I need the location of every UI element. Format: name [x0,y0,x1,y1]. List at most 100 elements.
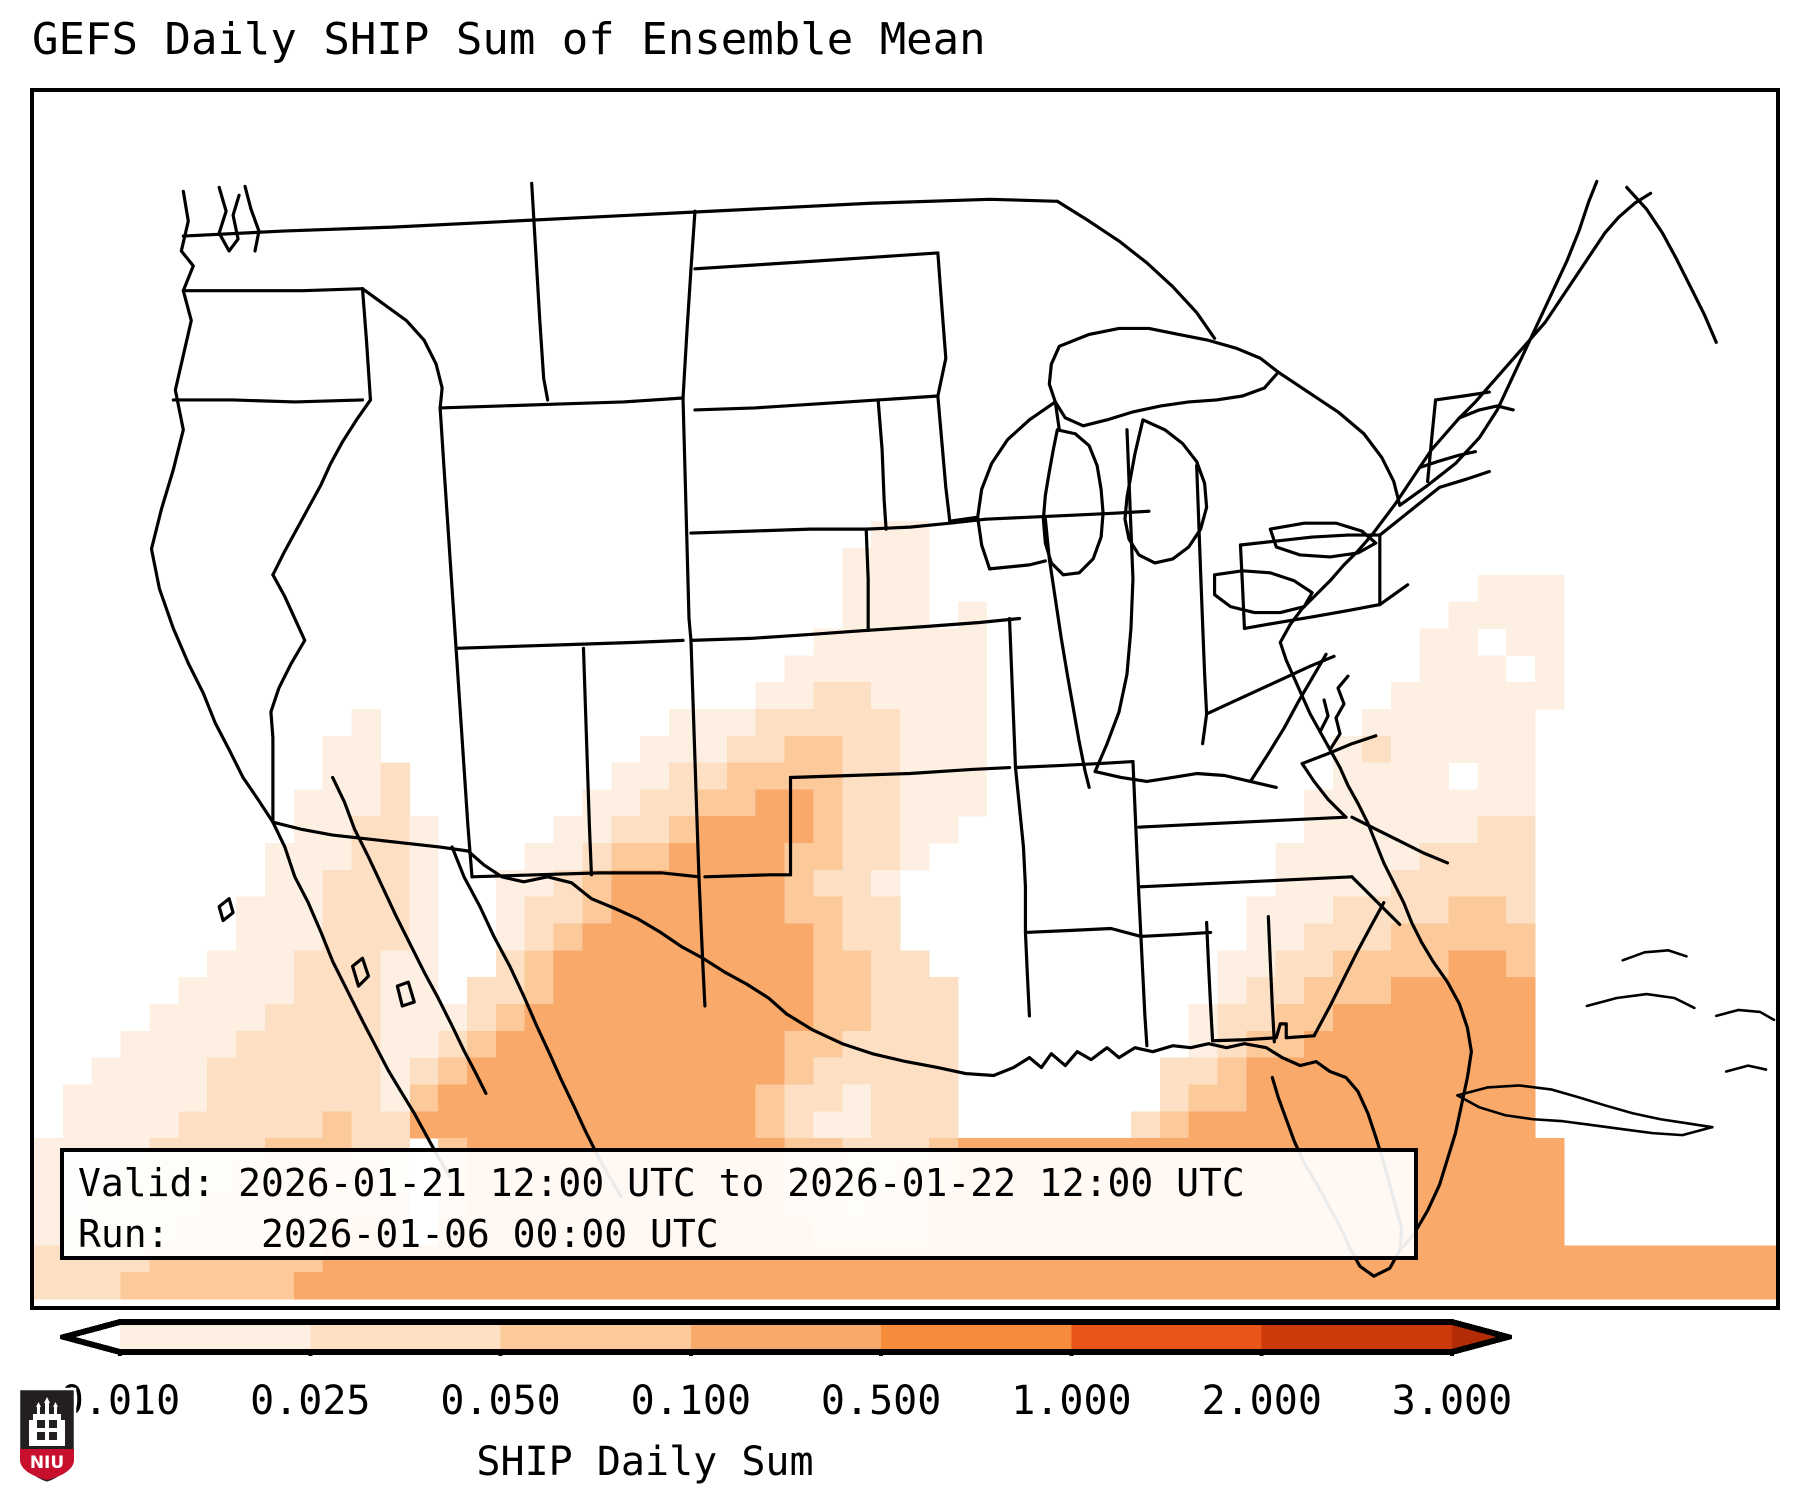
ship-grid-cell [1419,1218,1450,1246]
ship-grid-cell [813,1057,843,1085]
niu-logo: NIU [17,1387,77,1485]
ship-grid-cell [1304,950,1334,978]
colorbar-svg [60,1319,1512,1356]
ship-grid-cell [928,628,959,656]
ship-grid-cell [1650,1272,1680,1300]
colorbar-band [500,1322,692,1352]
geo-boundary-path [360,287,444,410]
ship-grid-cell [1766,1245,1776,1273]
ship-grid-cell [467,977,497,1005]
ship-grid-cell [1477,682,1507,710]
ship-grid-cell [264,950,295,978]
ship-grid-cell [264,896,295,925]
ship-grid-cell [726,1272,757,1300]
ship-grid-cell [1535,601,1565,629]
ship-grid-cell [1419,896,1450,925]
ship-grid-cell [1419,869,1450,898]
ship-grid-cell [34,1272,64,1300]
ship-grid-cell [1506,762,1536,790]
geo-boundary-path [864,517,988,531]
ship-grid-cell [1535,628,1565,656]
geo-boundary-path [470,871,701,879]
ship-grid-cell [322,1057,353,1085]
ship-grid-cell [726,950,757,978]
geo-boundary-path [1139,875,1354,889]
ship-grid-cell [871,682,901,710]
ship-grid-cell [1304,789,1334,817]
ship-grid-cell [1477,601,1507,629]
geo-boundary-path [1350,875,1402,927]
ship-grid-cell [928,1111,959,1139]
ship-grid-cell [784,1272,814,1300]
ship-grid-cell [1477,1111,1507,1139]
geo-boundary-path [1378,485,1442,537]
ship-grid-cell [1737,1245,1767,1273]
ship-grid-cell [1390,682,1421,710]
colorbar[interactable] [60,1316,1512,1356]
ship-grid-cell [293,1057,324,1085]
ship-grid-cell [611,1003,641,1032]
ship-grid-cell [1535,1245,1565,1273]
ship-grid-cell [1506,735,1536,764]
geo-boundary-path [1205,920,1215,1043]
geo-boundary-path [693,251,940,271]
geo-boundary-path [1242,603,1382,631]
ship-grid-cell [1246,923,1276,951]
geo-boundary-path [181,287,365,293]
ship-grid-cell [1275,950,1305,978]
ship-grid-cell [1390,708,1421,737]
ship-grid-cell [1535,682,1565,710]
ship-grid-cell [1477,923,1507,951]
ship-grid-cell [1275,843,1305,871]
ship-grid-cell [409,896,439,925]
ship-grid-cell [62,1084,93,1112]
geo-boundary-path [1055,199,1217,340]
geo-boundary-path [689,527,868,535]
ship-grid-cell [726,708,757,737]
ship-grid-cell [1506,950,1536,978]
ship-grid-cell [900,1272,930,1300]
ship-grid-cell [1217,950,1247,978]
ship-grid-cell [726,789,757,817]
ship-grid-cell [1650,1245,1680,1273]
ship-grid-cell [697,843,728,871]
ship-grid-cell [1419,762,1450,790]
ship-grid-cell [1477,1164,1507,1193]
ship-grid-cell [236,950,266,978]
ship-grid-cell [293,977,324,1005]
ship-grid-cell [640,977,670,1005]
ship-grid-cell [438,1084,468,1112]
ship-grid-cell [842,896,872,925]
ship-grid-cell [900,574,930,603]
ship-grid-cell [293,1030,324,1059]
ship-grid-cell [1621,1245,1652,1273]
geo-boundary-path [438,396,685,410]
geo-boundary-path [948,515,980,523]
ship-grid-cell [351,1272,381,1300]
ship-grid-cell [900,1003,930,1032]
ship-grid-cell [611,1057,641,1085]
ship-grid-cell [928,789,959,817]
ship-grid-cell [34,1138,64,1166]
ship-grid-cell [755,843,786,871]
ship-grid-cell [813,1003,843,1032]
ship-grid-cell [726,1003,757,1032]
ship-grid-cell [178,977,208,1005]
ship-grid-cell [697,1111,728,1139]
ship-grid-cell [1419,977,1450,1005]
ship-grid-cell [1448,1191,1478,1220]
ship-grid-cell [524,1111,555,1139]
ship-grid-cell [1477,762,1507,790]
ship-grid-cell [813,923,843,951]
ship-grid-cell [871,628,901,656]
ship-grid-cell [582,1272,612,1300]
ship-grid-cell [1506,601,1536,629]
ship-grid-cell [1419,735,1450,764]
ship-grid-cell [842,655,872,683]
ship-grid-cell [236,977,266,1005]
ship-grid-cell [784,1030,814,1059]
ship-grid-cell [553,950,583,978]
ship-grid-cell [264,1272,295,1300]
forecast-info-box: Valid: 2026-01-21 12:00 UTC to 2026-01-2… [60,1148,1418,1260]
ship-grid-cell [813,735,843,764]
